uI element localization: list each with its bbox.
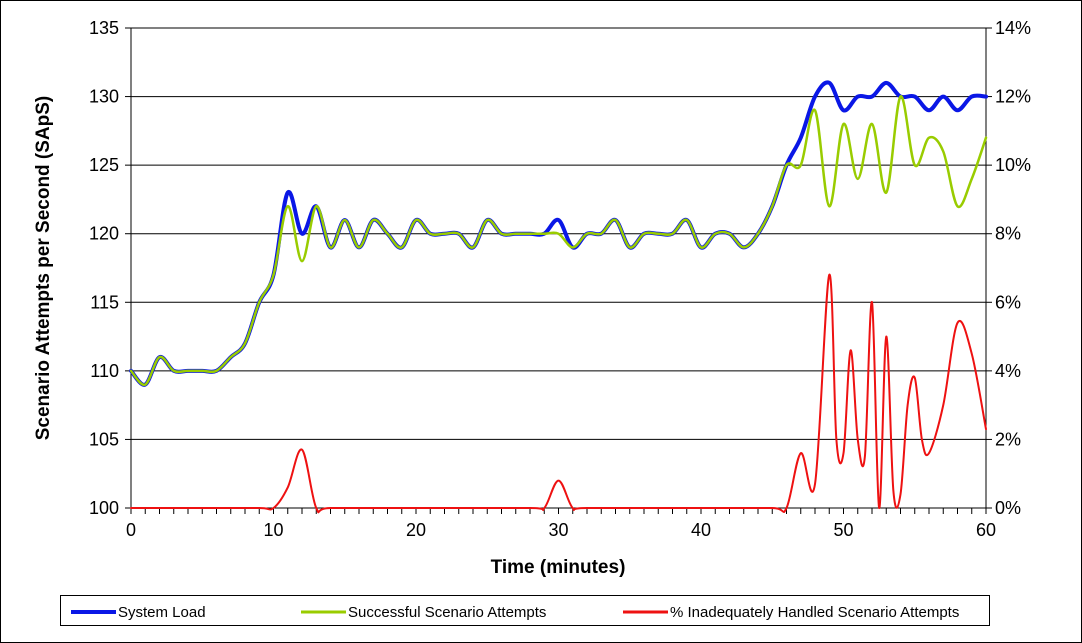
y-tick-label: 135: [89, 18, 119, 38]
gridlines: [131, 96, 986, 440]
y2-tick-label: 14%: [995, 18, 1031, 38]
y2-tick-label: 0%: [995, 498, 1021, 518]
y-tick-label: 105: [89, 429, 119, 449]
y2-tick-label: 8%: [995, 224, 1021, 244]
y2-tick-label: 6%: [995, 292, 1021, 312]
series-lines: [129, 80, 988, 514]
x-tick-label: 50: [833, 520, 853, 540]
y2-tick-label: 4%: [995, 361, 1021, 381]
y-tick-label: 100: [89, 498, 119, 518]
y-tick-label: 110: [90, 361, 119, 381]
x-tick-label: 30: [548, 520, 568, 540]
y-tick-label: 125: [89, 155, 119, 175]
y-tick-label: 115: [90, 292, 119, 312]
y-axis-ticks: 100 105 110 115 120 125 130 135: [89, 18, 131, 518]
y2-axis-ticks: 0% 2% 4% 6% 8% 10% 12% 14%: [986, 18, 1031, 518]
x-tick-label: 20: [406, 520, 426, 540]
y2-tick-label: 12%: [995, 87, 1031, 107]
legend-items: System Load Successful Scenario Attempts…: [71, 604, 959, 621]
y2-tick-label: 10%: [995, 155, 1031, 175]
y-axis-title: Scenario Attempts per Second (SApS): [33, 96, 54, 441]
x-tick-label: 10: [263, 520, 283, 540]
legend-label-inadequate: % Inadequately Handled Scenario Attempts: [670, 604, 959, 621]
x-axis-title: Time (minutes): [491, 557, 626, 578]
x-tick-label: 60: [976, 520, 996, 540]
legend-label-system-load: System Load: [118, 604, 206, 621]
x-axis-ticks: 0 10 20 30 40 50 60: [126, 508, 996, 540]
x-tick-label: 40: [691, 520, 711, 540]
series-line-inadequate: [130, 273, 987, 514]
legend-label-successful: Successful Scenario Attempts: [348, 604, 546, 621]
series-line-successful: [129, 95, 988, 386]
legend: System Load Successful Scenario Attempts…: [60, 595, 990, 626]
y2-tick-label: 2%: [995, 429, 1021, 449]
y-tick-label: 120: [89, 224, 119, 244]
y-tick-label: 130: [89, 87, 119, 107]
x-tick-label: 0: [126, 520, 136, 540]
